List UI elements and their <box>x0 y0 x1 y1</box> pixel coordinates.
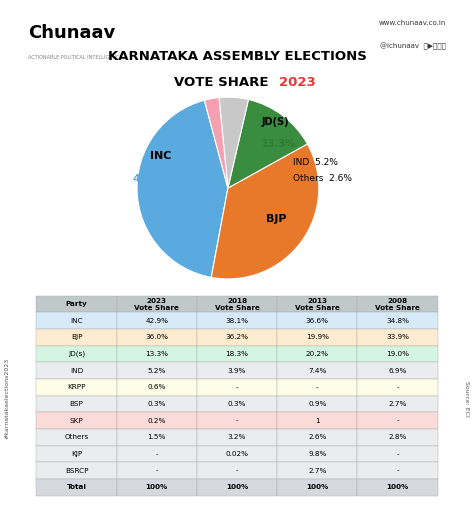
Wedge shape <box>228 100 307 188</box>
Text: INC: INC <box>150 151 172 161</box>
Wedge shape <box>204 98 228 188</box>
Text: JD(S): JD(S) <box>262 117 289 127</box>
Text: KARNATAKA ASSEMBLY ELECTIONS: KARNATAKA ASSEMBLY ELECTIONS <box>108 50 366 63</box>
Text: IND  5.2%: IND 5.2% <box>293 158 338 167</box>
Text: @ichunaav  🔲▶🔵📷🔗: @ichunaav 🔲▶🔵📷🔗 <box>381 42 447 50</box>
Text: www.chunaav.co.in: www.chunaav.co.in <box>379 20 447 26</box>
Wedge shape <box>219 97 248 188</box>
Text: Others  2.6%: Others 2.6% <box>293 174 352 183</box>
Text: #karnatakaelections2023: #karnatakaelections2023 <box>5 358 9 439</box>
Text: 13.3%: 13.3% <box>262 139 295 149</box>
Text: 42.9%: 42.9% <box>133 174 172 183</box>
Text: Source: ECI: Source: ECI <box>465 381 469 416</box>
Text: Chunaav: Chunaav <box>27 25 115 42</box>
Wedge shape <box>137 100 228 277</box>
Text: ACTIONABLE POLITICAL INTELLIGENCE: ACTIONABLE POLITICAL INTELLIGENCE <box>27 55 122 60</box>
Text: BJP: BJP <box>266 215 287 224</box>
Text: 2023: 2023 <box>279 76 316 89</box>
Text: VOTE SHARE: VOTE SHARE <box>173 76 301 89</box>
Text: 36%: 36% <box>266 237 293 247</box>
Wedge shape <box>211 144 319 279</box>
